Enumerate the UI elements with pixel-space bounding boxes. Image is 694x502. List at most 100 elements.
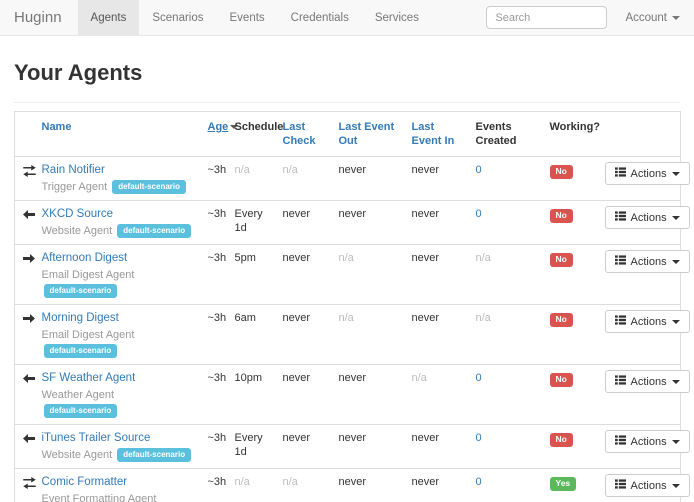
last-event-in-value: n/a: [411, 372, 427, 384]
last-event-out-value: never: [338, 372, 367, 384]
agent-name-link[interactable]: Afternoon Digest: [41, 252, 128, 264]
arrow-right-icon: [23, 313, 35, 327]
last-event-out-value: never: [338, 208, 367, 220]
events-created-link[interactable]: 0: [475, 432, 482, 444]
schedule-value: 10pm: [234, 372, 263, 384]
sort-last-event-out-link[interactable]: Last Event Out: [338, 121, 395, 147]
nav-item-events[interactable]: Events: [229, 11, 265, 24]
working-badge: No: [549, 165, 573, 179]
scenario-badge[interactable]: default-scenario: [112, 180, 186, 194]
actions-button[interactable]: Actions: [604, 370, 690, 393]
events-created-link[interactable]: 0: [475, 372, 482, 384]
actions-button[interactable]: Actions: [604, 310, 690, 333]
name-cell: Afternoon Digest Email Digest Agent defa…: [33, 244, 200, 305]
events-created-link[interactable]: n/a: [475, 252, 491, 264]
last-check-value: never: [282, 372, 311, 384]
main-content: Your Agents Name Age Schedule Last Check…: [0, 58, 694, 502]
scenario-badge[interactable]: default-scenario: [117, 224, 192, 238]
agent-table-row: Afternoon Digest Email Digest Agent defa…: [14, 244, 690, 305]
scenario-badge[interactable]: default-scenario: [43, 284, 118, 298]
age-value: ~3h: [207, 432, 227, 444]
search-input[interactable]: [486, 6, 608, 29]
search-container: [486, 0, 608, 35]
sort-last-check-link[interactable]: Last Check: [282, 121, 316, 147]
header-events-created: Events Created: [475, 121, 517, 147]
events-created-link[interactable]: n/a: [475, 312, 491, 324]
scenario-badge[interactable]: default-scenario: [43, 344, 118, 358]
actions-button[interactable]: Actions: [604, 162, 690, 185]
agent-table-row: Comic Formatter Event Formatting Agent d…: [14, 468, 690, 502]
agent-name-link[interactable]: Rain Notifier: [41, 164, 105, 176]
actions-button[interactable]: Actions: [604, 474, 690, 497]
sort-age-link[interactable]: Age: [207, 121, 229, 133]
brand-huginn[interactable]: Huginn: [14, 9, 62, 26]
header-last-event-out: Last Event Out: [331, 112, 404, 157]
nav-item-services[interactable]: Services: [374, 11, 419, 24]
name-cell: XKCD Source Website Agent default-scenar…: [33, 200, 200, 245]
events-created-link[interactable]: 0: [475, 208, 482, 220]
last-event-in-value: never: [411, 252, 440, 264]
schedule-value: Every 1d: [234, 208, 263, 234]
chevron-down-icon: [671, 215, 680, 220]
agent-type-label: Email Digest Agent: [41, 269, 135, 281]
swap-arrows-icon: [23, 165, 36, 181]
nav-item-credentials[interactable]: Credentials: [290, 11, 349, 24]
header-last-check: Last Check: [275, 112, 331, 157]
agent-table-row: iTunes Trailer Source Website Agent defa…: [14, 424, 690, 469]
events-created-link[interactable]: 0: [475, 476, 482, 488]
actions-cell: Actions: [596, 200, 690, 245]
actions-cell: Actions: [596, 304, 690, 365]
nav-item-scenarios[interactable]: Scenarios: [152, 11, 204, 24]
agent-name-link[interactable]: Morning Digest: [41, 312, 119, 324]
list-icon: [614, 479, 626, 492]
last-event-in-value: never: [411, 164, 440, 176]
actions-button[interactable]: Actions: [604, 250, 690, 273]
agent-table-row: XKCD Source Website Agent default-scenar…: [14, 200, 690, 245]
header-name: Name: [34, 112, 200, 157]
agent-type-label: Website Agent: [41, 225, 113, 237]
agent-name-link[interactable]: Comic Formatter: [41, 476, 128, 488]
swap-arrows-icon: [23, 477, 36, 493]
actions-button[interactable]: Actions: [604, 206, 690, 229]
nav-item-agents[interactable]: Agents: [77, 0, 140, 35]
agent-name-link[interactable]: iTunes Trailer Source: [41, 432, 151, 444]
actions-button[interactable]: Actions: [604, 430, 690, 453]
agent-type-label: Weather Agent: [41, 389, 115, 401]
agent-name-link[interactable]: XKCD Source: [41, 208, 114, 220]
direction-cell: [14, 244, 35, 305]
arrow-right-icon: [23, 253, 35, 267]
name-cell: Comic Formatter Event Formatting Agent d…: [33, 468, 200, 502]
direction-cell: [14, 304, 35, 365]
account-menu[interactable]: Account: [607, 0, 694, 35]
working-badge: No: [549, 209, 573, 223]
last-check-value: never: [282, 432, 311, 444]
chevron-down-icon: [671, 171, 680, 176]
chevron-down-icon: [671, 439, 680, 444]
agent-type-label: Website Agent: [41, 449, 113, 461]
age-value: ~3h: [207, 208, 227, 220]
last-check-value: never: [282, 252, 311, 264]
list-icon: [614, 315, 626, 328]
agent-table-row: Rain Notifier Trigger Agent default-scen…: [14, 156, 690, 201]
scenario-badge[interactable]: default-scenario: [117, 448, 192, 462]
agent-type-label: Event Formatting Agent: [41, 493, 157, 502]
last-event-in-value: never: [411, 208, 440, 220]
last-event-out-value: n/a: [338, 252, 354, 264]
last-event-out-value: n/a: [338, 312, 354, 324]
scenario-badge[interactable]: default-scenario: [43, 404, 118, 418]
age-value: ~3h: [207, 312, 227, 324]
last-event-in-value: never: [411, 476, 440, 488]
schedule-value: 5pm: [234, 252, 256, 264]
agent-table-row: SF Weather Agent Weather Agent default-s…: [14, 364, 690, 425]
direction-cell: [14, 424, 35, 469]
sort-name-link[interactable]: Name: [41, 121, 72, 133]
actions-cell: Actions: [596, 468, 690, 502]
chevron-down-icon: [671, 259, 680, 264]
chevron-down-icon: [671, 483, 680, 488]
agent-name-link[interactable]: SF Weather Agent: [41, 372, 136, 384]
events-created-link[interactable]: 0: [475, 164, 482, 176]
schedule-value: Every 1d: [234, 432, 263, 458]
sort-last-event-in-link[interactable]: Last Event In: [411, 121, 455, 147]
age-value: ~3h: [207, 252, 227, 264]
age-value: ~3h: [207, 372, 227, 384]
